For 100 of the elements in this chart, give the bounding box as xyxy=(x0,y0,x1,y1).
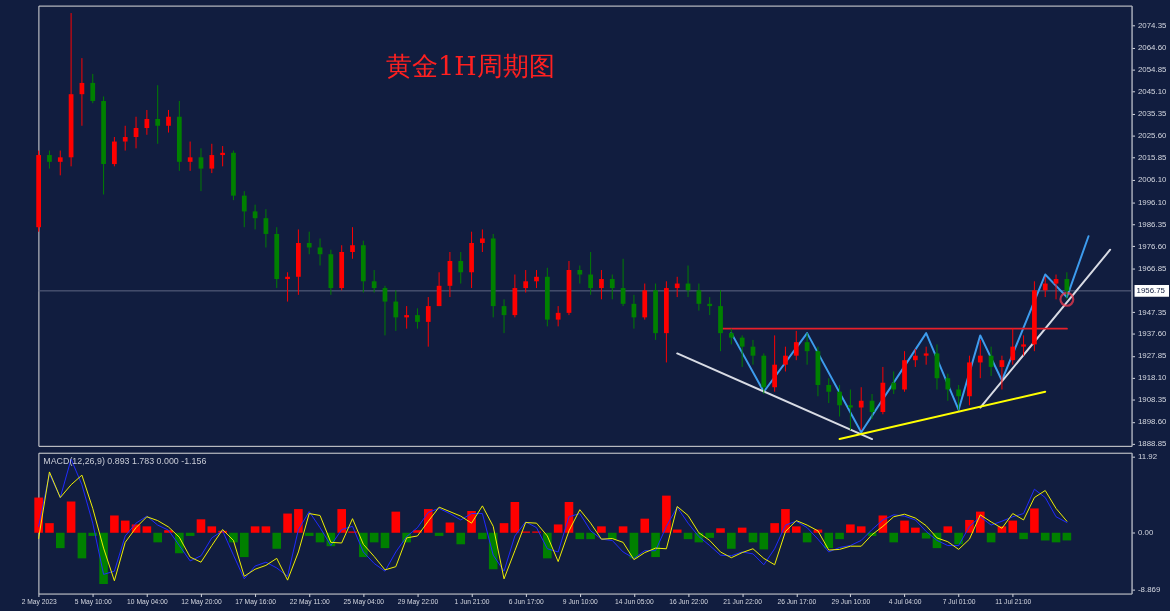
bar xyxy=(640,518,650,533)
candlestick xyxy=(707,296,713,316)
candlestick xyxy=(945,373,951,402)
bar xyxy=(846,524,855,533)
y-tick-label: 2045.10 xyxy=(1137,87,1168,97)
bar xyxy=(921,532,931,539)
bar xyxy=(55,532,65,549)
y-tick-label: 2015.85 xyxy=(1137,153,1168,163)
bar xyxy=(856,526,866,533)
y-tick-label: 1898.60 xyxy=(1137,417,1168,427)
bar xyxy=(391,511,401,533)
y-tick-label: 1927.85 xyxy=(1137,351,1168,361)
ref-line-label: 1956.75 xyxy=(1136,285,1166,295)
y-tick-label: 0.00 xyxy=(1137,528,1154,538)
bar xyxy=(239,532,249,558)
candlestick xyxy=(696,283,702,312)
bar xyxy=(911,527,920,533)
bar xyxy=(586,532,595,540)
bar xyxy=(791,526,801,533)
candlestick xyxy=(415,307,420,330)
candlestick xyxy=(112,136,117,167)
candlestick xyxy=(1053,274,1059,300)
y-tick-label: 2035.35 xyxy=(1137,109,1168,119)
bar xyxy=(553,524,563,533)
bar xyxy=(45,523,54,533)
bar xyxy=(889,532,898,543)
candlestick xyxy=(599,269,604,300)
bar xyxy=(66,501,76,533)
candlestick xyxy=(155,84,161,145)
candlestick xyxy=(404,305,409,330)
bar xyxy=(1030,508,1039,533)
candlestick xyxy=(534,269,539,289)
candlestick xyxy=(1010,328,1016,366)
bar xyxy=(207,526,217,533)
bar xyxy=(943,526,953,533)
bar xyxy=(196,519,206,533)
candlestick xyxy=(912,348,918,368)
candlestick xyxy=(858,386,864,431)
bar xyxy=(824,532,834,549)
candlestick xyxy=(977,339,983,379)
bar xyxy=(77,532,87,559)
y-tick-label: -8.869 xyxy=(1137,584,1161,594)
y-tick-label: 1888.85 xyxy=(1137,439,1168,449)
bar xyxy=(597,526,606,533)
candlestick xyxy=(306,231,312,255)
candlestick xyxy=(772,334,777,393)
y-tick-label: 1908.35 xyxy=(1137,395,1168,405)
candlestick xyxy=(837,384,842,418)
candlestick xyxy=(783,346,788,372)
candlestick xyxy=(588,251,593,296)
bar xyxy=(142,526,152,533)
bar xyxy=(272,532,282,549)
candlestick xyxy=(144,109,150,136)
y-tick-label: 2074.35 xyxy=(1137,21,1168,31)
y-tick-label: 1937.60 xyxy=(1137,329,1168,339)
candlestick xyxy=(122,125,128,152)
candlestick xyxy=(1021,334,1026,357)
y-tick-label: 2064.60 xyxy=(1137,43,1168,53)
bar xyxy=(510,502,520,533)
bar xyxy=(759,532,769,550)
bar xyxy=(737,527,747,533)
candlestick xyxy=(1064,271,1070,300)
bar xyxy=(294,509,303,533)
y-tick-label: 1918.10 xyxy=(1137,373,1168,383)
y-tick-label: 1976.60 xyxy=(1137,241,1168,251)
bar xyxy=(662,495,671,533)
candlestick xyxy=(187,141,193,172)
candlestick xyxy=(826,377,832,404)
y-tick-label: 1996.10 xyxy=(1137,197,1168,207)
bar xyxy=(229,532,238,543)
bar xyxy=(456,532,466,545)
candlestick xyxy=(793,330,799,361)
y-tick-label: 1947.35 xyxy=(1137,307,1168,317)
candlestick xyxy=(57,150,63,176)
candlestick xyxy=(241,190,247,228)
bar xyxy=(727,532,736,549)
bar xyxy=(1019,532,1028,540)
text: 黄金1H周期图 xyxy=(385,50,555,81)
bar xyxy=(110,515,119,533)
candlestick xyxy=(393,289,399,332)
line-series xyxy=(730,235,1090,434)
candlestick xyxy=(458,251,464,285)
bar xyxy=(499,523,509,533)
candlestick xyxy=(674,276,680,298)
candlestick xyxy=(350,226,355,260)
y-tick-label: 2025.60 xyxy=(1137,131,1168,141)
candlestick xyxy=(739,334,745,368)
bar xyxy=(337,509,346,533)
candlestick xyxy=(425,296,431,348)
bar xyxy=(770,523,779,533)
bar xyxy=(716,528,725,533)
bar xyxy=(445,522,455,533)
y-tick-label: 2054.85 xyxy=(1137,65,1168,75)
candlestick xyxy=(555,305,561,327)
bar xyxy=(618,526,628,533)
bar xyxy=(380,532,390,549)
bar xyxy=(304,532,314,536)
bar xyxy=(120,520,130,533)
candlestick xyxy=(609,274,615,300)
bar xyxy=(478,532,487,540)
